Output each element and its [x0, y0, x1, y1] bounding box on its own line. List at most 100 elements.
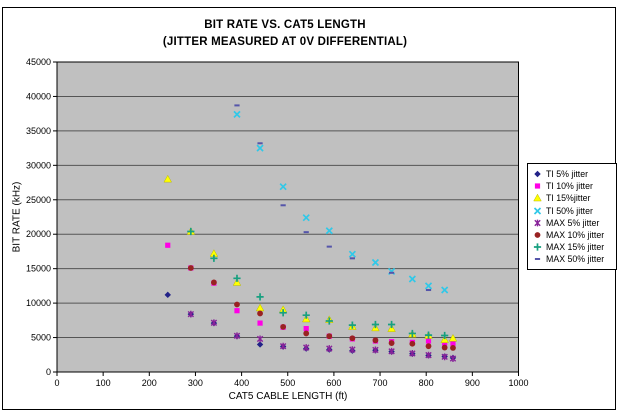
data-point [348, 321, 356, 329]
data-point [450, 344, 456, 351]
legend-label: MAX 10% jitter [546, 230, 605, 241]
data-point [233, 274, 241, 282]
x-tick-label: 700 [373, 378, 388, 388]
star-marker-icon [534, 219, 541, 227]
data-point [326, 345, 333, 352]
data-point [303, 231, 309, 234]
data-point [424, 282, 433, 290]
data-point [408, 329, 416, 338]
legend-item: TI 10% jitter [532, 180, 614, 192]
x-tick-label: 800 [419, 378, 434, 388]
data-point [303, 330, 310, 337]
data-point [257, 320, 263, 326]
series-ti-50-jitter [233, 110, 449, 294]
data-point [450, 341, 456, 347]
plot-border [56, 61, 519, 373]
data-point [425, 338, 432, 344]
data-point [388, 340, 395, 346]
data-point [425, 351, 432, 359]
data-point [448, 333, 458, 342]
y-tick-label: 25000 [26, 195, 51, 205]
x-marker-icon [533, 207, 542, 215]
circle-marker-icon [534, 232, 541, 238]
data-point [325, 227, 333, 235]
legend-label: TI 5% jitter [546, 169, 589, 180]
data-point [441, 331, 449, 340]
y-tick-label: 35000 [26, 126, 51, 136]
x-tick-label: 900 [465, 378, 480, 388]
data-point [279, 183, 287, 191]
data-point [232, 278, 242, 286]
legend-item: TI 5% jitter [532, 168, 614, 180]
x-axis-title: CAT5 CABLE LENGTH (ft) [228, 391, 348, 402]
data-point [326, 245, 332, 248]
y-tick-label: 45000 [26, 57, 51, 67]
data-point [302, 214, 310, 222]
legend-item: TI 50% jitter [532, 205, 614, 217]
data-point [210, 254, 218, 262]
data-point [187, 265, 194, 271]
data-point [425, 289, 432, 292]
data-point [441, 286, 449, 294]
data-point [280, 204, 286, 207]
x-tick-label: 100 [96, 378, 111, 388]
legend-label: MAX 15% jitter [546, 242, 605, 253]
series-max-50-jitter [234, 104, 432, 292]
data-point [256, 144, 264, 152]
diamond-marker-icon [534, 170, 541, 178]
legend-item: MAX 10% jitter [532, 229, 614, 241]
data-point [165, 242, 171, 248]
chart-subtitle: (JITTER MEASURED AT 0V DIFFERENTIAL) [162, 36, 408, 48]
legend-label: MAX 50% jitter [546, 254, 605, 265]
data-point [441, 353, 448, 361]
data-point [234, 301, 240, 308]
data-point [387, 324, 396, 332]
data-point [256, 293, 264, 301]
data-point [534, 170, 541, 178]
square-marker-icon [534, 183, 541, 189]
data-point [326, 333, 333, 340]
data-point [279, 342, 287, 350]
data-point [187, 310, 195, 318]
y-tick-label: 20000 [26, 229, 51, 239]
data-point [372, 346, 379, 354]
legend-item: MAX 5% jitter [532, 217, 614, 229]
x-tick-label: 600 [326, 378, 341, 388]
data-point [256, 335, 264, 343]
data-point [164, 291, 171, 299]
data-point [533, 207, 542, 215]
x-tick-label: 0 [54, 378, 59, 388]
y-tick-label: 40000 [26, 91, 51, 101]
legend-item: TI 15%jitter [532, 192, 614, 204]
legend-label: TI 10% jitter [546, 181, 593, 192]
legend: TI 5% jitter TI 10% jitter TI 15%jitter TI … [527, 163, 617, 270]
data-point [449, 355, 457, 362]
data-point [440, 335, 449, 343]
series-max-15-jitter [187, 227, 449, 340]
data-point [409, 340, 416, 347]
y-tick-label: 5000 [31, 333, 51, 343]
data-point [408, 275, 416, 283]
y-tick-label: 0 [46, 367, 51, 377]
data-point [348, 250, 356, 258]
data-point [257, 310, 263, 317]
title-block: BIT RATE VS. CAT5 LENGTH (JITTER MEASURE… [60, 17, 510, 51]
data-point [388, 271, 395, 274]
data-point [257, 142, 263, 145]
chart-title: BIT RATE VS. CAT5 LENGTH [204, 19, 366, 31]
y-tick-label: 30000 [26, 160, 51, 170]
data-point [534, 183, 541, 189]
data-point [349, 257, 355, 260]
data-point [442, 340, 448, 346]
data-point [372, 337, 379, 344]
data-point [534, 219, 541, 227]
data-point [302, 311, 310, 319]
data-point [234, 308, 240, 314]
data-point [534, 232, 541, 238]
legend-label: TI 15%jitter [546, 193, 591, 204]
x-tick-label: 200 [142, 378, 157, 388]
data-point [425, 343, 432, 350]
data-point [371, 258, 380, 267]
data-point [534, 258, 541, 261]
